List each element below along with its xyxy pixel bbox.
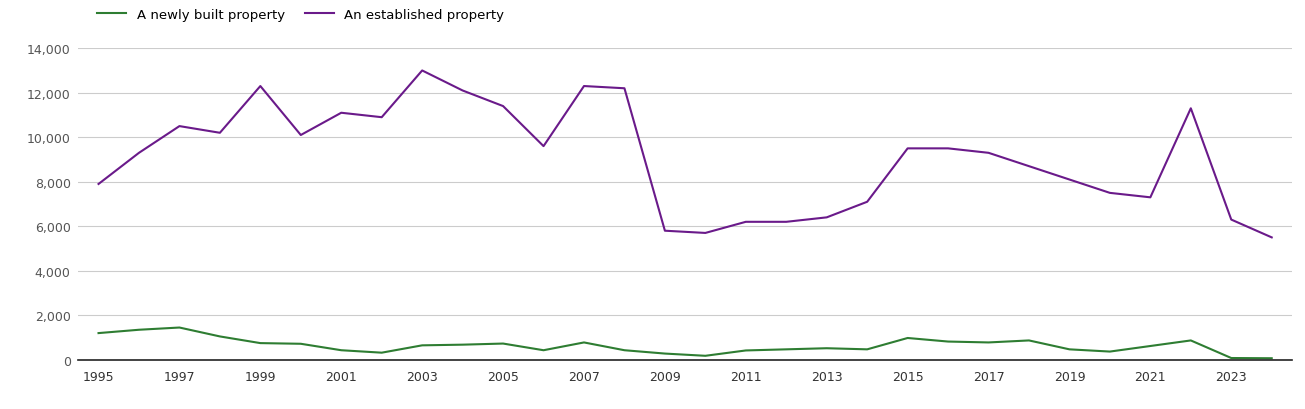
An established property [577, 84, 592, 89]
A newly built property [253, 341, 269, 346]
An established property [1224, 218, 1240, 222]
An established property [495, 104, 510, 109]
An established property [294, 133, 309, 138]
A newly built property [375, 351, 390, 355]
Line: A newly built property: A newly built property [98, 328, 1272, 358]
Legend: A newly built property, An established property: A newly built property, An established p… [97, 9, 504, 22]
An established property [941, 146, 957, 151]
Line: An established property: An established property [98, 71, 1272, 238]
A newly built property [536, 348, 552, 353]
A newly built property [1022, 338, 1037, 343]
A newly built property [778, 347, 793, 352]
An established property [213, 131, 228, 136]
An established property [617, 87, 633, 92]
An established property [90, 182, 106, 187]
An established property [536, 144, 552, 149]
A newly built property [1101, 349, 1117, 354]
An established property [1142, 196, 1158, 200]
An established property [981, 151, 997, 156]
An established property [375, 115, 390, 120]
A newly built property [454, 342, 470, 347]
An established property [698, 231, 714, 236]
A newly built property [617, 348, 633, 353]
A newly built property [334, 348, 350, 353]
A newly built property [900, 336, 916, 341]
A newly built property [1265, 356, 1280, 361]
A newly built property [1061, 347, 1077, 352]
An established property [414, 69, 429, 74]
A newly built property [1142, 344, 1158, 348]
A newly built property [737, 348, 753, 353]
An established property [860, 200, 876, 205]
An established property [334, 111, 350, 116]
An established property [658, 229, 673, 234]
An established property [778, 220, 793, 225]
A newly built property [941, 339, 957, 344]
An established property [737, 220, 753, 225]
An established property [900, 146, 916, 151]
A newly built property [294, 342, 309, 346]
A newly built property [495, 341, 510, 346]
An established property [454, 89, 470, 94]
A newly built property [860, 347, 876, 352]
An established property [1182, 107, 1198, 112]
A newly built property [658, 351, 673, 356]
A newly built property [698, 353, 714, 358]
A newly built property [1182, 338, 1198, 343]
An established property [818, 216, 834, 220]
A newly built property [981, 340, 997, 345]
An established property [1022, 164, 1037, 169]
An established property [1101, 191, 1117, 196]
A newly built property [1224, 356, 1240, 361]
An established property [1265, 235, 1280, 240]
A newly built property [414, 343, 429, 348]
A newly built property [213, 334, 228, 339]
An established property [253, 84, 269, 89]
An established property [1061, 178, 1077, 182]
A newly built property [90, 331, 106, 336]
An established property [172, 124, 188, 129]
A newly built property [172, 325, 188, 330]
An established property [130, 151, 146, 156]
A newly built property [577, 340, 592, 345]
A newly built property [818, 346, 834, 351]
A newly built property [130, 328, 146, 333]
